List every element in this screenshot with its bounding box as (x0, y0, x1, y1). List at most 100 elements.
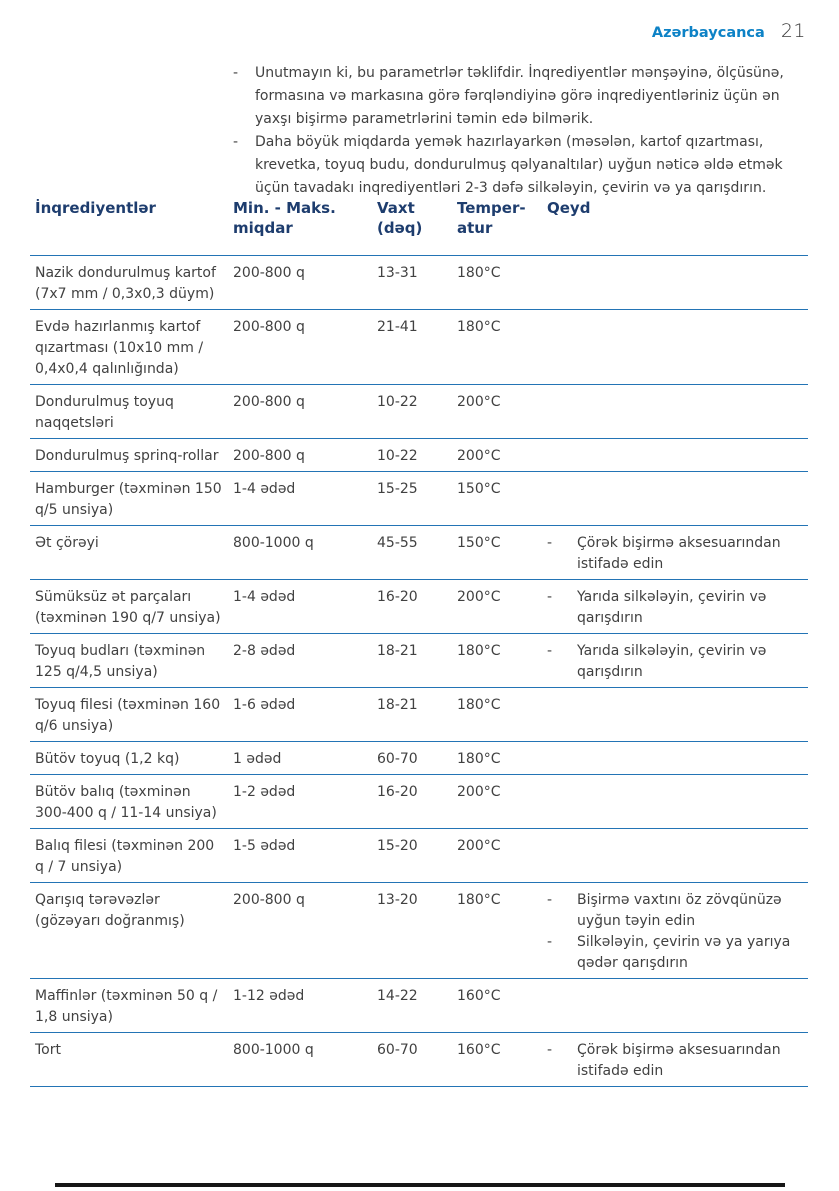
table-row: Sümüksüz ət parçaları (təxminən 190 q/7 … (30, 580, 808, 634)
cell-ingredient: Qarışıq tərəvəzlər (gözəyarı doğranmış) (35, 892, 185, 929)
col-header-temperature: Temper- atur (457, 199, 526, 237)
bullet-dash: - (547, 589, 553, 605)
cell-temperature: 200°C (457, 448, 501, 464)
note-text: Çörək bişirmə aksesuarından istifadə edi… (577, 535, 781, 572)
cell-amount: 1-2 ədəd (233, 784, 296, 800)
intro-note-text: Daha böyük miqdarda yemək hazırlayarkən … (255, 134, 783, 196)
cell-amount: 800-1000 q (233, 535, 314, 551)
cell-notes (547, 263, 808, 305)
cell-ingredient: Ət çörəyi (35, 535, 99, 551)
bullet-dash: - (547, 892, 553, 908)
cell-notes: - Yarıda silkələyin, çevirin və qarışdırı… (547, 587, 808, 629)
cell-ingredient: Bütöv balıq (təxminən 300-400 q / 11-14 … (35, 784, 217, 821)
cell-time: 18-21 (377, 643, 418, 659)
cell-notes (547, 749, 808, 770)
cell-amount: 200-800 q (233, 394, 305, 410)
bullet-dash: - (547, 1042, 553, 1058)
intro-note: - Unutmayın ki, bu parametrlər təklifdir… (233, 62, 805, 131)
note-item: - Çörək bişirmə aksesuarından istifadə ed… (547, 1040, 800, 1082)
cell-ingredient: Sümüksüz ət parçaları (təxminən 190 q/7 … (35, 589, 221, 626)
cell-time: 13-20 (377, 892, 418, 908)
cell-amount: 1-12 ədəd (233, 988, 305, 1004)
cell-ingredient: Dondurulmuş toyuq naqqetsləri (35, 394, 174, 431)
bullet-dash: - (547, 643, 553, 659)
col-header-note: Qeyd (547, 199, 591, 217)
table-row: Ət çörəyi 800-1000 q 45-55 150°C - Çörək … (30, 526, 808, 580)
cell-notes (547, 392, 808, 434)
cell-notes: - Yarıda silkələyin, çevirin və qarışdırı… (547, 641, 808, 683)
cell-time: 18-21 (377, 697, 418, 713)
cell-notes (547, 446, 808, 467)
cell-notes: - Çörək bişirmə aksesuarından istifadə ed… (547, 533, 808, 575)
cell-time: 16-20 (377, 589, 418, 605)
note-item: - Silkələyin, çevirin və ya yarıya qədər … (547, 932, 800, 974)
table-body: Nazik dondurulmuş kartof (7x7 mm / 0,3x0… (30, 256, 808, 1087)
note-text: Yarıda silkələyin, çevirin və qarışdırın (577, 589, 767, 626)
table-row: Evdə hazırlanmış kartof qızartması (10x1… (30, 310, 808, 385)
cell-notes (547, 986, 808, 1028)
bullet-dash: - (547, 934, 553, 950)
cell-time: 15-20 (377, 838, 418, 854)
col-header-ingredient: İnqrediyentlər (35, 199, 156, 217)
bullet-dash: - (233, 65, 239, 81)
table-row: Nazik dondurulmuş kartof (7x7 mm / 0,3x0… (30, 256, 808, 310)
cell-notes (547, 782, 808, 824)
cell-ingredient: Nazik dondurulmuş kartof (7x7 mm / 0,3x0… (35, 265, 216, 302)
cell-notes: - Çörək bişirmə aksesuarından istifadə ed… (547, 1040, 808, 1082)
cell-time: 15-25 (377, 481, 418, 497)
cell-ingredient: Tort (35, 1042, 61, 1058)
cell-temperature: 180°C (457, 892, 501, 908)
cell-amount: 200-800 q (233, 319, 305, 335)
cell-ingredient: Bütöv toyuq (1,2 kq) (35, 751, 180, 767)
intro-note-text: Unutmayın ki, bu parametrlər təklifdir. … (255, 65, 784, 127)
note-text: Çörək bişirmə aksesuarından istifadə edi… (577, 1042, 781, 1079)
cell-notes (547, 695, 808, 737)
note-item: - Yarıda silkələyin, çevirin və qarışdırı… (547, 641, 800, 683)
cell-notes (547, 836, 808, 878)
cell-ingredient: Toyuq budları (təxminən 125 q/4,5 unsiya… (35, 643, 206, 680)
cell-amount: 1-4 ədəd (233, 481, 296, 497)
cell-ingredient: Maffinlər (təxminən 50 q / 1,8 unsiya) (35, 988, 218, 1025)
cell-time: 45-55 (377, 535, 418, 551)
table-row: Toyuq budları (təxminən 125 q/4,5 unsiya… (30, 634, 808, 688)
cell-ingredient: Dondurulmuş sprinq-rollar (35, 448, 219, 464)
cell-amount: 800-1000 q (233, 1042, 314, 1058)
page-header: Azərbaycanca 21 (652, 20, 806, 42)
cell-temperature: 180°C (457, 697, 501, 713)
cell-time: 10-22 (377, 448, 418, 464)
cell-ingredient: Toyuq filesi (təxminən 160 q/6 unsiya) (35, 697, 221, 734)
cell-time: 10-22 (377, 394, 418, 410)
table-row: Maffinlər (təxminən 50 q / 1,8 unsiya) 1… (30, 979, 808, 1033)
table-row: Bütöv toyuq (1,2 kq) 1 ədəd 60-70 180°C (30, 742, 808, 775)
cell-ingredient: Evdə hazırlanmış kartof qızartması (10x1… (35, 319, 204, 377)
cell-temperature: 180°C (457, 319, 501, 335)
cell-amount: 200-800 q (233, 892, 305, 908)
table-row: Balıq filesi (təxminən 200 q / 7 unsiya)… (30, 829, 808, 883)
cell-time: 14-22 (377, 988, 418, 1004)
cell-temperature: 150°C (457, 535, 501, 551)
cell-amount: 200-800 q (233, 448, 305, 464)
cell-ingredient: Hamburger (təxminən 150 q/5 unsiya) (35, 481, 222, 518)
cell-amount: 1-5 ədəd (233, 838, 296, 854)
table-row: Dondurulmuş toyuq naqqetsləri 200-800 q … (30, 385, 808, 439)
intro-note: - Daha böyük miqdarda yemək hazırlayarkə… (233, 131, 805, 200)
note-text: Bişirmə vaxtını öz zövqünüzə uyğun təyin… (577, 892, 782, 929)
note-text: Silkələyin, çevirin və ya yarıya qədər q… (577, 934, 791, 971)
table-row: Bütöv balıq (təxminən 300-400 q / 11-14 … (30, 775, 808, 829)
table-row: Tort 800-1000 q 60-70 160°C - Çörək bişir… (30, 1033, 808, 1087)
cell-amount: 2-8 ədəd (233, 643, 296, 659)
cell-time: 60-70 (377, 751, 418, 767)
bullet-dash: - (233, 134, 239, 150)
language-label: Azərbaycanca (651, 25, 765, 41)
cell-temperature: 180°C (457, 265, 501, 281)
cell-temperature: 180°C (457, 751, 501, 767)
table-row: Toyuq filesi (təxminən 160 q/6 unsiya) 1… (30, 688, 808, 742)
cell-time: 21-41 (377, 319, 418, 335)
footer-bar (55, 1183, 785, 1187)
cell-ingredient: Balıq filesi (təxminən 200 q / 7 unsiya) (35, 838, 215, 875)
cell-temperature: 150°C (457, 481, 501, 497)
cell-time: 16-20 (377, 784, 418, 800)
bullet-dash: - (547, 535, 553, 551)
cell-amount: 200-800 q (233, 265, 305, 281)
cell-time: 60-70 (377, 1042, 418, 1058)
